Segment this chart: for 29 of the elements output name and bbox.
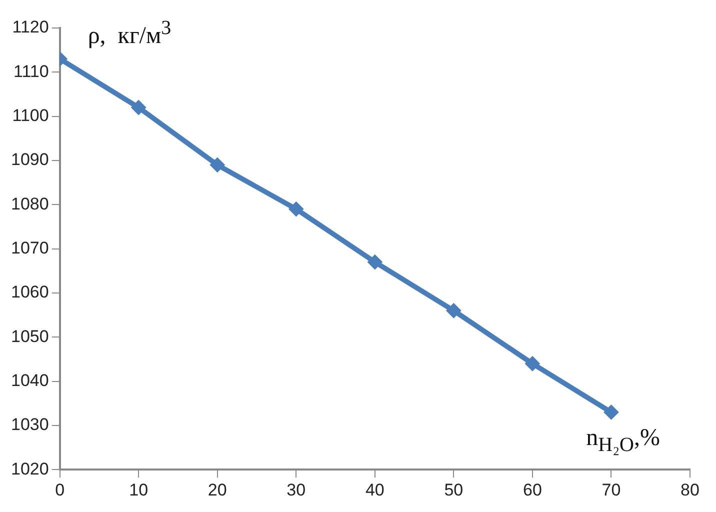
y-tick-label: 1050: [10, 326, 49, 346]
x-tick-label: 20: [208, 480, 227, 500]
point: [524, 356, 540, 372]
y-tick-label: 1040: [10, 370, 49, 390]
y-tick-label: 1090: [10, 150, 49, 170]
y-tick-label: 1120: [12, 18, 49, 37]
x-tick-label: 60: [522, 480, 542, 500]
point: [210, 157, 225, 172]
y-tick-label: 1110: [14, 62, 49, 81]
y-axis-title: ρ, кг/м$^{3}$: [88, 17, 172, 49]
point: [131, 100, 146, 115]
x-tick-label: 0: [55, 480, 65, 500]
y-tick-label: 1080: [10, 194, 49, 214]
point: [446, 303, 462, 318]
x-tick-label: 30: [286, 480, 306, 500]
y-tick-label: 1060: [10, 282, 49, 302]
x-tick-label: 50: [444, 480, 464, 500]
point: [604, 404, 619, 420]
y-tick-label: 1030: [10, 415, 49, 434]
x-tick-label: 40: [365, 480, 384, 500]
x-tick-label: 80: [680, 480, 700, 500]
y-tick-label: 1070: [10, 238, 49, 258]
x-tick-label: 70: [602, 480, 621, 500]
y-tick-label: 1100: [12, 106, 49, 126]
y-tick-label: 1020: [10, 459, 49, 478]
x-tick-label: 10: [129, 480, 148, 500]
x-axis-title: n$_{H₂O}$,%: [586, 424, 660, 456]
point: [288, 202, 304, 217]
point: [367, 254, 382, 270]
